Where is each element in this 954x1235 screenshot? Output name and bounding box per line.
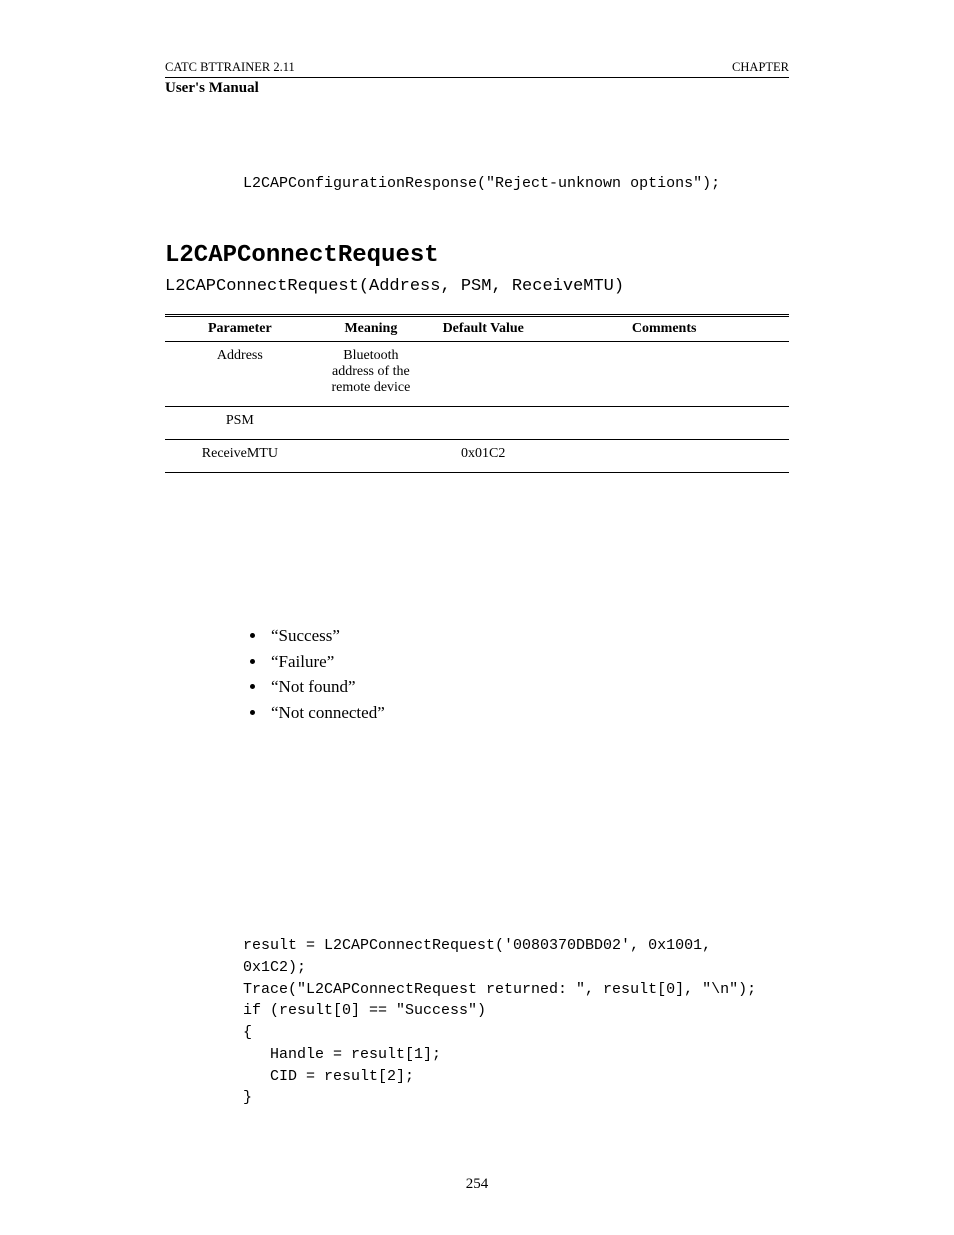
list-item: “Not found” bbox=[267, 674, 789, 700]
table-cell bbox=[539, 342, 789, 407]
table-row: AddressBluetooth address of the remote d… bbox=[165, 342, 789, 407]
table-cell: ReceiveMTU bbox=[165, 440, 315, 473]
table-cell bbox=[315, 440, 427, 473]
table-cell: Address bbox=[165, 342, 315, 407]
table-column-header: Parameter bbox=[165, 316, 315, 342]
table-cell bbox=[539, 407, 789, 440]
list-item: “Not connected” bbox=[267, 700, 789, 726]
parameter-table: ParameterMeaningDefault ValueComments Ad… bbox=[165, 314, 789, 473]
table-cell: Bluetooth address of the remote device bbox=[315, 342, 427, 407]
table-column-header: Meaning bbox=[315, 316, 427, 342]
page-number: 254 bbox=[0, 1176, 954, 1193]
table-cell bbox=[427, 407, 539, 440]
table-body: AddressBluetooth address of the remote d… bbox=[165, 342, 789, 473]
page: CATC BTTRAINER 2.11 CHAPTER User's Manua… bbox=[0, 0, 954, 1235]
table-cell bbox=[427, 342, 539, 407]
intro-code: L2CAPConfigurationResponse("Reject-unkno… bbox=[243, 175, 789, 192]
table-row: ReceiveMTU 0x01C2 bbox=[165, 440, 789, 473]
header-right: CHAPTER bbox=[732, 60, 789, 75]
table-column-header: Comments bbox=[539, 316, 789, 342]
table-cell: 0x01C2 bbox=[427, 440, 539, 473]
table-cell bbox=[315, 407, 427, 440]
example-code-block: result = L2CAPConnectRequest('0080370DBD… bbox=[243, 935, 789, 1109]
list-item: “Failure” bbox=[267, 649, 789, 675]
function-signature: L2CAPConnectRequest(Address, PSM, Receiv… bbox=[165, 277, 789, 296]
section-title: L2CAPConnectRequest bbox=[165, 242, 789, 269]
table-column-header: Default Value bbox=[427, 316, 539, 342]
header-left: CATC BTTRAINER 2.11 bbox=[165, 60, 295, 75]
list-item: “Success” bbox=[267, 623, 789, 649]
table-cell bbox=[539, 440, 789, 473]
page-header: CATC BTTRAINER 2.11 CHAPTER bbox=[165, 60, 789, 78]
table-cell: PSM bbox=[165, 407, 315, 440]
table-row: PSM bbox=[165, 407, 789, 440]
return-values-list: “Success”“Failure”“Not found”“Not connec… bbox=[243, 623, 789, 725]
table-header-row: ParameterMeaningDefault ValueComments bbox=[165, 316, 789, 342]
header-sub: User's Manual bbox=[165, 80, 789, 97]
